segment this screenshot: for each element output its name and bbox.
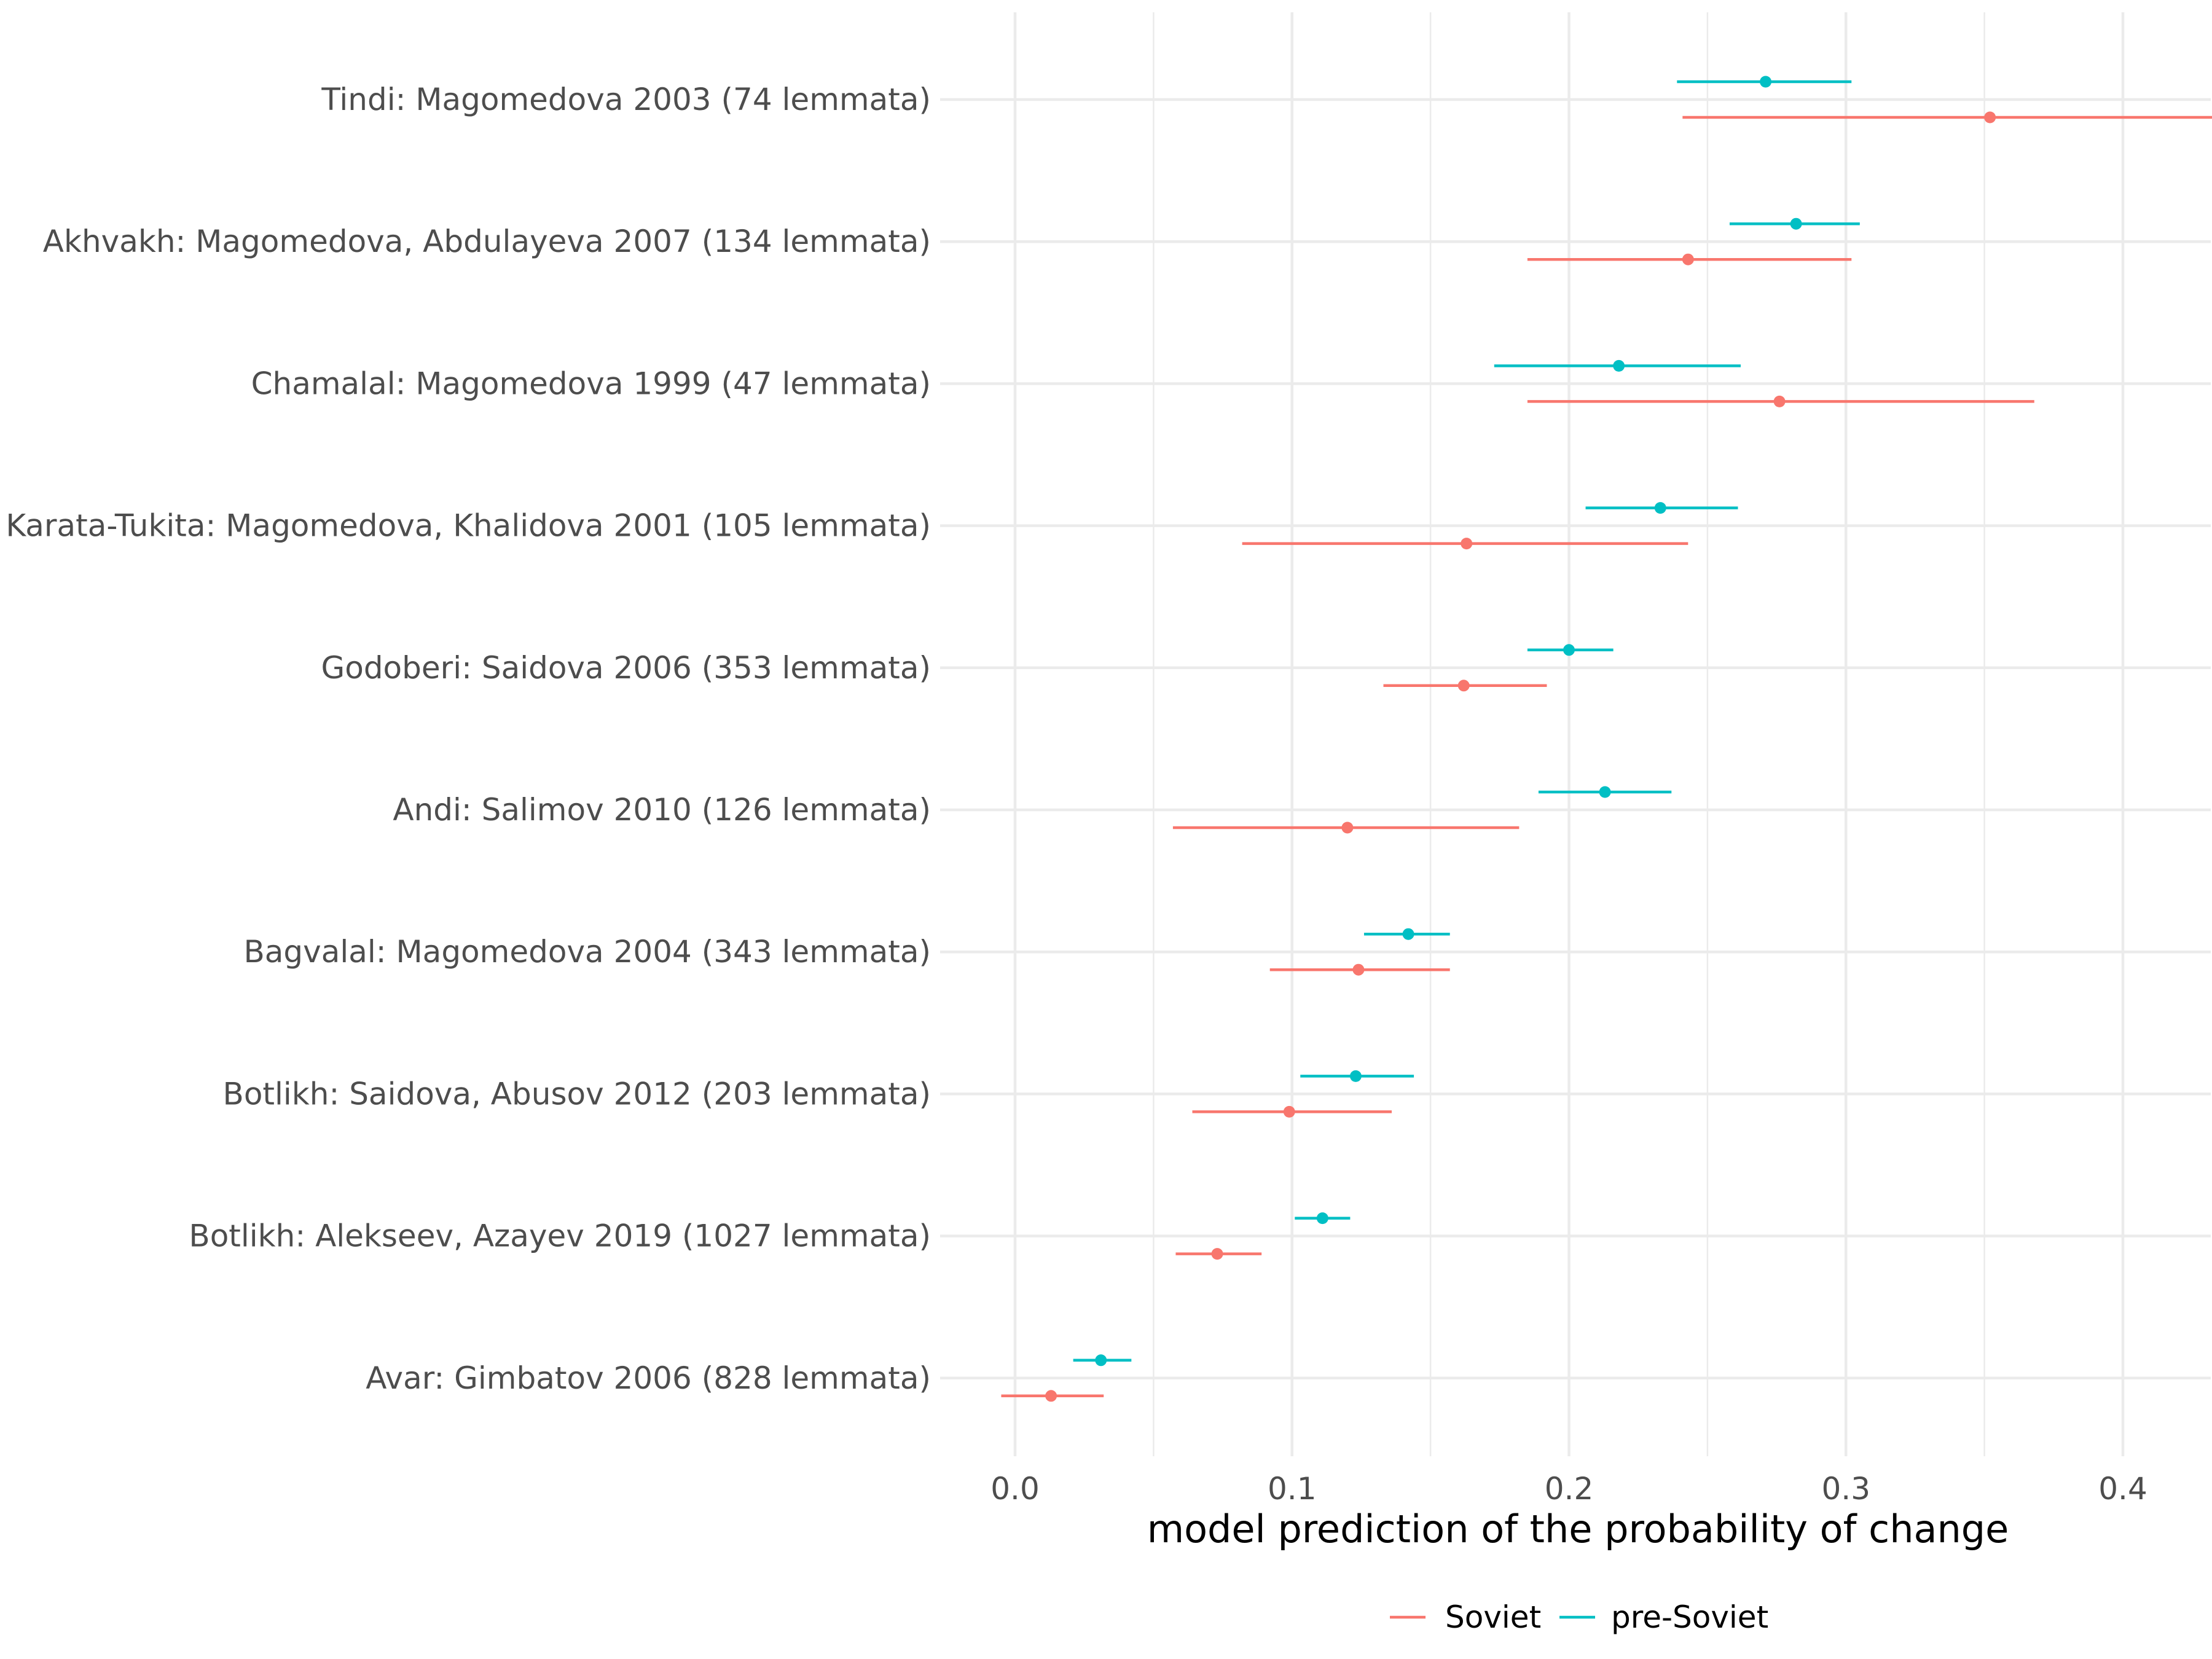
point-soviet: [1283, 1105, 1295, 1118]
point-pre-soviet: [1654, 502, 1666, 514]
point-soviet: [1341, 822, 1354, 834]
point-pre-soviet: [1349, 1070, 1362, 1082]
x-tick-label: 0.2: [1545, 1471, 1594, 1507]
legend: Soviet pre-Soviet: [1390, 1599, 1768, 1635]
gridlines: [940, 12, 2211, 1456]
point-soviet: [1773, 395, 1786, 407]
point-soviet: [1211, 1248, 1223, 1260]
category-label: Akhvakh: Magomedova, Abdulayeva 2007 (13…: [43, 224, 931, 259]
point-pre-soviet: [1563, 644, 1575, 656]
point-pre-soviet: [1316, 1212, 1328, 1225]
point-pre-soviet: [1790, 218, 1802, 230]
point-soviet: [1045, 1390, 1057, 1402]
x-axis-title: model prediction of the probability of c…: [1147, 1507, 2009, 1551]
point-pre-soviet: [1095, 1354, 1107, 1367]
category-label: Tindi: Magomedova 2003 (74 lemmata): [321, 82, 931, 117]
x-tick-label: 0.4: [2098, 1471, 2147, 1507]
x-tick-label: 0.3: [1821, 1471, 1870, 1507]
point-pre-soviet: [1402, 928, 1414, 940]
category-labels: Tindi: Magomedova 2003 (74 lemmata) Akhva…: [6, 82, 931, 1396]
point-soviet: [1352, 963, 1365, 976]
point-soviet: [1461, 538, 1473, 550]
point-soviet: [1984, 111, 1996, 124]
x-tick-label: 0.0: [990, 1471, 1040, 1507]
category-label: Botlikh: Alekseev, Azayev 2019 (1027 lem…: [189, 1218, 931, 1254]
point-pre-soviet: [1760, 76, 1772, 88]
point-pre-soviet: [1599, 786, 1611, 798]
category-label: Avar: Gimbatov 2006 (828 lemmata): [366, 1360, 931, 1396]
category-label: Botlikh: Saidova, Abusov 2012 (203 lemma…: [223, 1076, 931, 1112]
category-label: Godoberi: Saidova 2006 (353 lemmata): [321, 650, 931, 686]
data-marks: [1001, 76, 2212, 1402]
category-label: Chamalal: Magomedova 1999 (47 lemmata): [251, 366, 931, 401]
category-label: Bagvalal: Magomedova 2004 (343 lemmata): [243, 934, 931, 970]
category-label: Karata-Tukita: Magomedova, Khalidova 200…: [6, 508, 931, 544]
legend-label-pre-soviet: pre-Soviet: [1611, 1599, 1768, 1635]
x-tick-label: 0.1: [1268, 1471, 1317, 1507]
point-soviet: [1457, 680, 1470, 692]
point-pre-soviet: [1613, 359, 1625, 372]
point-soviet: [1682, 253, 1694, 265]
x-tick-labels: 0.0 0.1 0.2 0.3 0.4: [990, 1471, 2147, 1507]
category-label: Andi: Salimov 2010 (126 lemmata): [393, 792, 931, 828]
legend-label-soviet: Soviet: [1445, 1599, 1541, 1635]
